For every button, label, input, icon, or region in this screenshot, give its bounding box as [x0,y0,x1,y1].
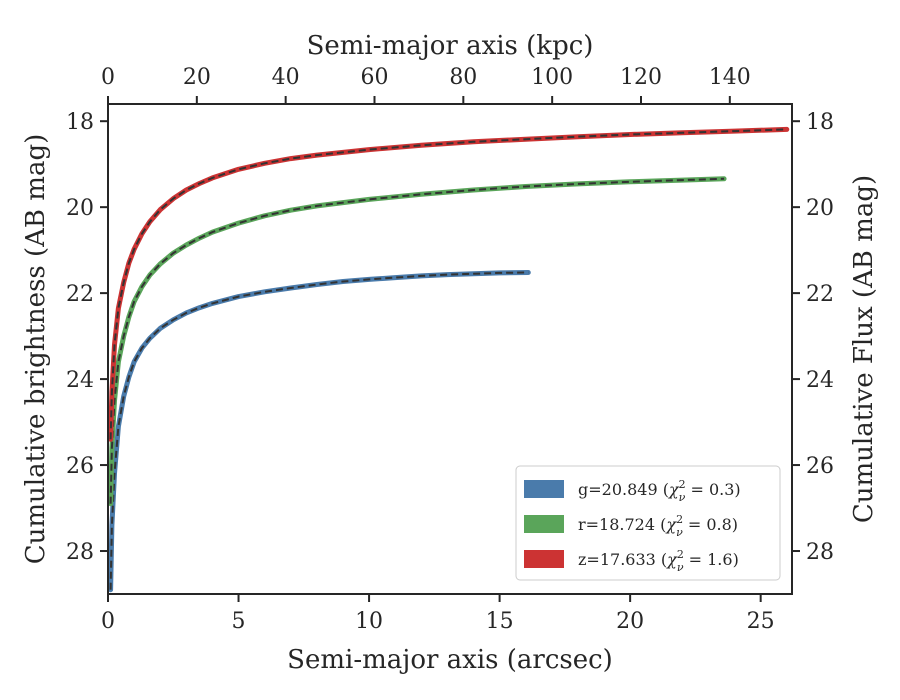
model-line-1 [109,271,529,590]
y-tick-label-left: 24 [66,368,94,393]
x-top-tick-label: 100 [531,65,573,90]
legend-entry-2: r=18.724 (χ2 ν = 0.8) [578,513,738,539]
y-axis-label-right: Cumulative Flux (AB mag) [849,175,879,523]
x-axis-label-bottom: Semi-major axis (arcsec) [287,645,613,675]
x-top-tick-label: 120 [620,65,662,90]
ticks-layer: 0 5 10 15 20 25 0 20 40 60 80 100 120 140 18 18 20 20 22 22… [66,65,834,634]
x-tick-label: 5 [232,609,246,634]
y-axis-label-left: Cumulative brightness (AB mag) [21,134,51,565]
x-top-tick-label: 40 [272,65,300,90]
y-tick-label-left: 22 [66,282,94,307]
x-top-tick-label: 80 [449,65,477,90]
x-tick-label: 0 [101,609,115,634]
series-layer [108,126,790,593]
series-line-3 [108,126,790,442]
x-top-tick-label: 0 [101,65,115,90]
y-tick-label-left: 18 [66,110,94,135]
legend-swatch-3 [524,550,564,568]
x-tick-label: 25 [747,609,775,634]
legend-swatch-2 [524,515,564,533]
legend-swatch-1 [524,480,564,498]
legend-box [515,465,781,581]
x-top-tick-label: 140 [709,65,751,90]
x-tick-label: 10 [355,609,383,634]
y-tick-label-right: 20 [806,196,834,221]
y-tick-label-left: 28 [66,540,94,565]
x-top-tick-label: 20 [183,65,211,90]
y-tick-label-right: 18 [806,110,834,135]
x-tick-label: 15 [486,609,514,634]
plot-frame [107,103,793,595]
x-tick-label: 20 [616,609,644,634]
x-axis-label-top: Semi-major axis (kpc) [307,31,594,61]
y-tick-label-left: 26 [66,454,94,479]
y-tick-label-right: 22 [806,282,834,307]
legend-entry-3: z=17.633 (χ2 ν = 1.6) [578,548,739,574]
x-top-tick-label: 60 [360,65,388,90]
model-line-2 [109,177,725,504]
legend: g=20.849 (χ2 ν = 0.3) r=18.724 (χ2 ν = 0.8)… [515,465,781,581]
y-tick-label-right: 24 [806,368,834,393]
model-line-3 [109,128,787,440]
y-tick-label-left: 20 [66,196,94,221]
legend-entry-1: g=20.849 (χ2 ν = 0.3) [578,478,741,504]
series-line-2 [108,176,727,507]
y-tick-label-right: 26 [806,454,834,479]
y-tick-label-right: 28 [806,540,834,565]
